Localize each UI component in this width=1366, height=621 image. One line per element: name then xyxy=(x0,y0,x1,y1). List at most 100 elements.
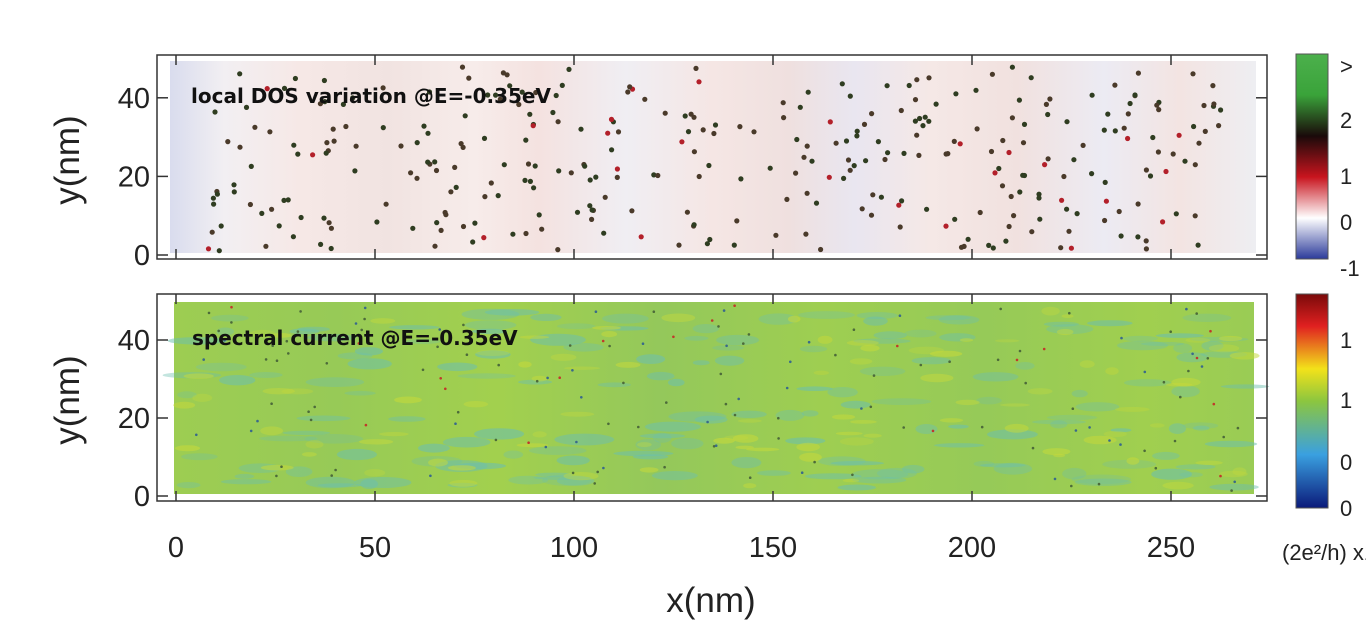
impurity-dot xyxy=(1112,82,1118,88)
impurity-dot xyxy=(912,97,919,103)
impurity-dot xyxy=(797,104,803,110)
impurity-dot xyxy=(1210,83,1216,89)
impurity-dot xyxy=(1195,356,1199,360)
impurity-dot xyxy=(217,329,220,333)
impurity-dot xyxy=(919,363,923,367)
impurity-dot xyxy=(785,386,789,390)
current-patch xyxy=(1151,468,1192,480)
impurity-dot xyxy=(460,144,466,150)
impurity-dot xyxy=(214,191,220,197)
impurity-dot xyxy=(207,311,211,315)
current-patch-bright xyxy=(637,442,652,448)
impurity-dot xyxy=(553,92,559,99)
impurity-dot xyxy=(898,314,902,318)
impurity-dot xyxy=(707,236,713,243)
impurity-dot xyxy=(724,402,728,406)
impurity-dot xyxy=(539,226,545,232)
impurity-dot xyxy=(1143,167,1149,173)
impurity-dot xyxy=(992,170,998,176)
impurity-dot xyxy=(914,77,920,83)
impurity-dot xyxy=(841,175,847,181)
current-patch-bright xyxy=(732,434,759,443)
current-patch xyxy=(360,479,379,489)
impurity-dot xyxy=(601,339,605,343)
impurity-dot xyxy=(1192,213,1198,219)
impurity-dot xyxy=(1143,238,1149,244)
impurity-dot xyxy=(751,129,757,135)
impurity-dot xyxy=(704,241,711,247)
impurity-dot xyxy=(922,114,928,120)
impurity-dot xyxy=(374,219,380,225)
top-x-ticks xyxy=(175,55,1172,259)
current-patch xyxy=(1168,423,1186,434)
impurity-dot xyxy=(899,198,905,204)
top-colorbar-tick-label: 2 xyxy=(1340,108,1352,133)
current-patch-bright xyxy=(839,437,874,446)
top-panel: 0 20 40 local DOS variation @E=-0.35eV y(n… xyxy=(48,54,1268,272)
current-patch xyxy=(871,398,932,405)
impurity-dot xyxy=(331,138,337,144)
impurity-dot xyxy=(465,353,469,357)
current-patch-bright xyxy=(550,353,577,361)
current-patch xyxy=(556,455,590,466)
current-patch xyxy=(556,476,595,486)
impurity-dot xyxy=(839,81,845,87)
current-patch xyxy=(1152,451,1180,460)
current-patch-bright xyxy=(959,338,974,342)
impurity-dot xyxy=(803,231,809,237)
impurity-dot xyxy=(951,138,957,144)
impurity-dot xyxy=(652,310,656,314)
impurity-dot xyxy=(1230,489,1233,492)
impurity-dot xyxy=(582,163,588,169)
impurity-dot xyxy=(1125,135,1131,142)
current-patch-bright xyxy=(175,445,200,452)
current-patch xyxy=(651,471,698,481)
impurity-dot xyxy=(663,465,666,469)
current-patch-bright xyxy=(939,418,964,423)
current-patch-bright xyxy=(1027,388,1053,395)
impurity-dot xyxy=(494,438,498,442)
impurity-dot xyxy=(1143,449,1146,453)
current-patch xyxy=(853,338,911,344)
current-patch xyxy=(211,314,249,322)
impurity-dot xyxy=(710,319,714,322)
impurity-dot xyxy=(1135,201,1141,207)
impurity-dot xyxy=(1070,484,1073,488)
impurity-dot xyxy=(1009,64,1016,70)
current-patch xyxy=(987,429,1038,440)
current-patch-bright xyxy=(746,447,780,452)
impurity-dot xyxy=(313,405,317,409)
impurity-dot xyxy=(1020,140,1027,146)
current-patch-bright xyxy=(1083,435,1117,445)
current-patch xyxy=(249,372,283,378)
current-patch xyxy=(938,315,980,325)
impurity-dot xyxy=(324,140,330,146)
current-patch-bright xyxy=(1079,360,1095,368)
current-patch xyxy=(948,424,969,429)
current-patch-bright xyxy=(1208,344,1240,353)
impurity-dot xyxy=(550,109,556,116)
impurity-dot xyxy=(1102,217,1108,224)
impurity-dot xyxy=(482,194,488,200)
impurity-dot xyxy=(558,376,561,380)
impurity-dot xyxy=(1006,149,1012,156)
impurity-dot xyxy=(443,212,449,218)
current-patch xyxy=(1140,341,1185,346)
impurity-dot xyxy=(439,377,443,380)
current-patch xyxy=(405,339,441,344)
impurity-dot xyxy=(574,209,581,215)
impurity-dot xyxy=(580,396,583,399)
impurity-dot xyxy=(1066,228,1072,234)
impurity-dot xyxy=(691,149,698,155)
impurity-dot xyxy=(1119,443,1122,446)
current-patch-bright xyxy=(1061,314,1074,318)
current-patch xyxy=(1071,474,1132,485)
impurity-dot xyxy=(945,151,951,157)
impurity-dot xyxy=(291,142,297,148)
impurity-dot xyxy=(851,473,854,477)
current-patch xyxy=(818,456,866,467)
impurity-dot xyxy=(309,418,313,422)
current-patch xyxy=(972,372,1019,382)
current-patch xyxy=(1071,389,1088,398)
impurity-dot xyxy=(996,165,1002,172)
